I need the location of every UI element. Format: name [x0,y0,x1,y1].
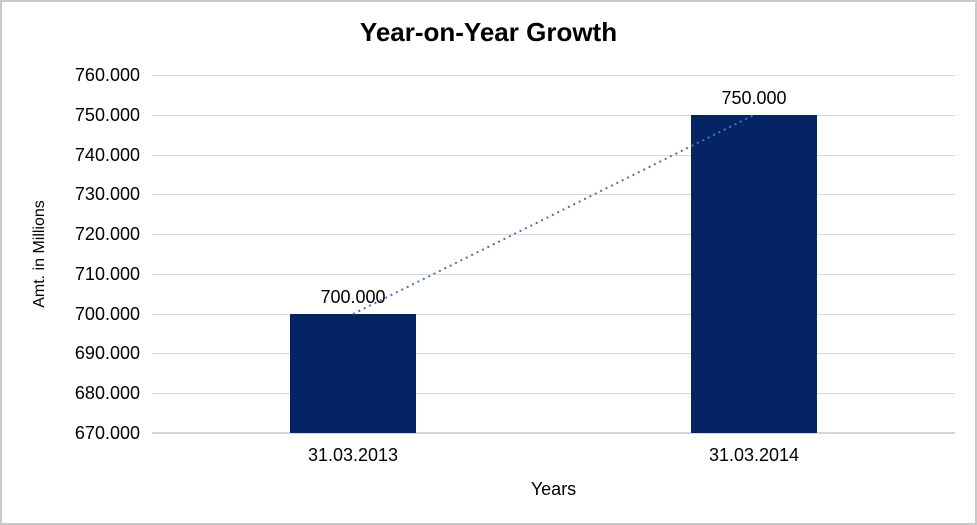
gridline [152,274,955,275]
y-tick-label: 710.000 [74,264,140,284]
x-axis-baseline [152,432,955,434]
gridline [152,75,955,76]
gridline [152,314,955,315]
y-tick-label: 670.000 [74,423,140,443]
y-tick-label: 750.000 [74,105,140,125]
y-tick-label: 740.000 [74,145,140,165]
bar-31.03.2013 [290,314,416,433]
y-tick-label: 730.000 [74,184,140,204]
gridline [152,115,955,116]
chart-title: Year-on-Year Growth [359,17,618,47]
x-axis-title: Years [530,479,577,499]
y-tick-label: 700.000 [74,304,140,324]
x-tick-label: 31.03.2013 [307,445,399,465]
gridline [152,353,955,354]
gridline [152,393,955,394]
y-tick-label: 690.000 [74,343,140,363]
y-tick-label: 680.000 [74,383,140,403]
y-axis-title: Amt. in Millions [31,200,48,308]
y-tick-label: 760.000 [74,65,140,85]
x-tick-label: 31.03.2014 [708,445,800,465]
y-tick-label: 720.000 [74,224,140,244]
bar-data-label: 750.000 [721,88,787,108]
gridline [152,234,955,235]
gridline [152,155,955,156]
bar-31.03.2014 [691,115,817,433]
bar-data-label: 700.000 [320,287,386,307]
gridline [152,194,955,195]
